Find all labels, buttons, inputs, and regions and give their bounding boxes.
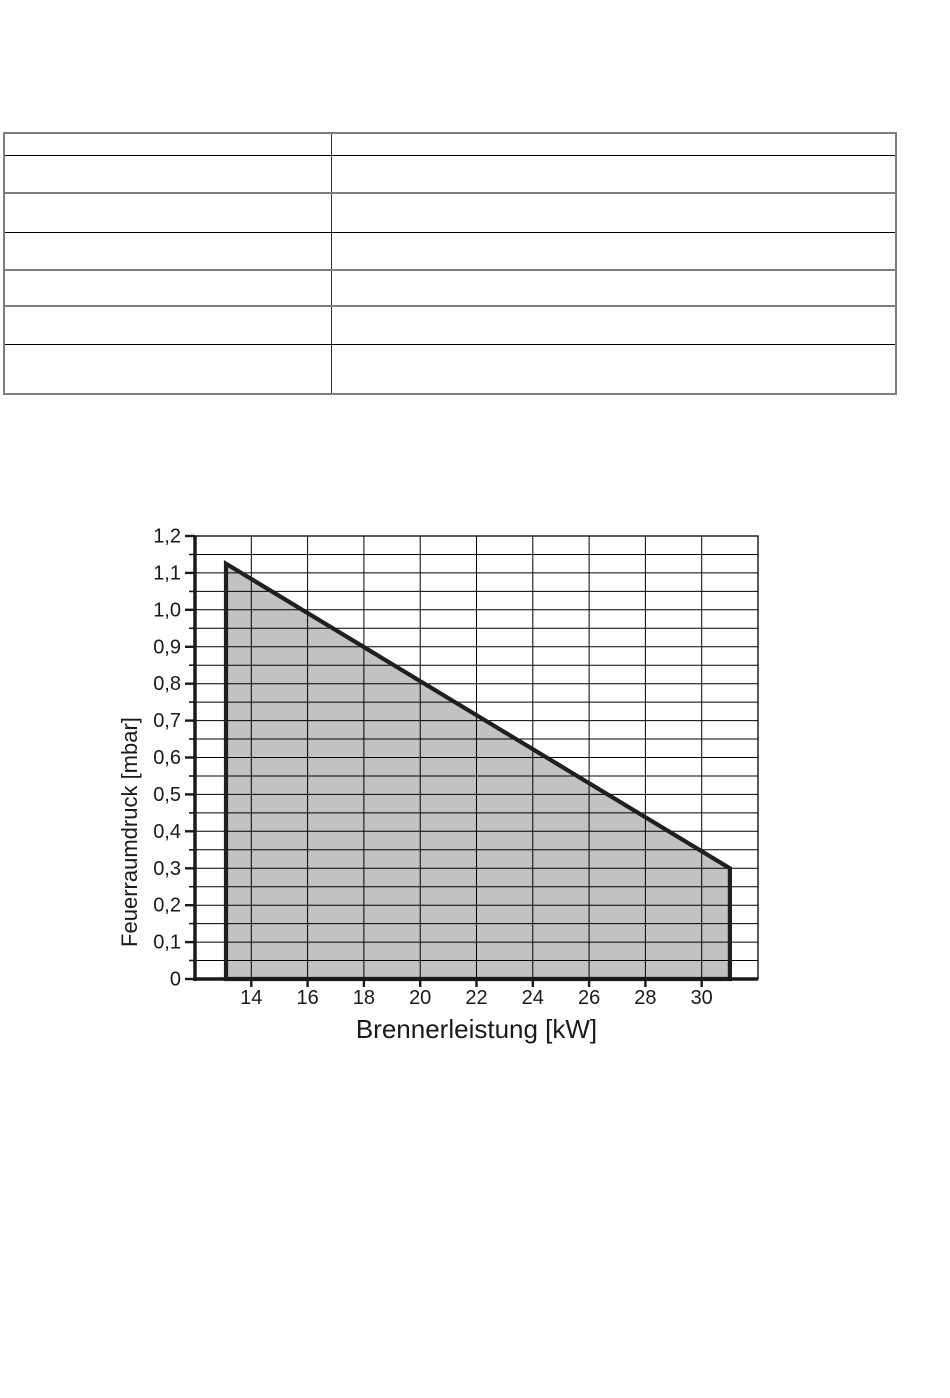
x-tick-label: 22 [465, 987, 487, 1009]
table-row [5, 232, 895, 271]
x-axis-label: Brennerleistung [kW] [355, 1014, 598, 1044]
y-tick-label: 0,9 [153, 636, 181, 658]
table-cell [5, 270, 332, 306]
operating-region-fill [226, 563, 730, 979]
table-row [5, 270, 895, 308]
table-row [5, 194, 895, 233]
y-axis-label: Feuerraumdruck [mbar] [117, 717, 142, 947]
y-tick-label: 0,7 [153, 710, 181, 732]
table-cell [5, 344, 332, 394]
x-tick-label: 26 [578, 987, 600, 1009]
y-tick-label: 0,8 [153, 673, 181, 695]
y-tick-label: 1,0 [153, 599, 181, 621]
table-cell [5, 155, 332, 193]
chart-canvas: 0 0,1 0,2 0,3 0,4 0,5 0,6 0,7 0,8 0,9 1,0 1,1 1,2 14 1… [153, 526, 759, 1009]
y-tick-label: 1,2 [153, 526, 181, 548]
y-tick-label: 1,1 [153, 562, 181, 584]
x-tick-label: 28 [634, 987, 656, 1009]
x-tick-label: 14 [240, 987, 262, 1009]
y-tick-label: 0,5 [153, 784, 181, 806]
table-row [5, 307, 895, 345]
table-cell [5, 194, 332, 232]
x-tick-label: 24 [522, 987, 544, 1009]
table-cell [5, 134, 332, 155]
y-tick-label: 0,1 [153, 932, 181, 954]
y-tick-label: 0,2 [153, 895, 181, 917]
table-row [5, 344, 895, 394]
table-row [5, 134, 895, 156]
table-row [5, 155, 895, 195]
y-tick-label: 0,4 [153, 821, 181, 843]
x-tick-label: 30 [691, 987, 713, 1009]
x-tick-label: 20 [409, 987, 431, 1009]
spec-table [3, 132, 897, 395]
x-tick-label: 16 [296, 987, 318, 1009]
y-tick-label: 0,6 [153, 747, 181, 769]
x-tick-label: 18 [353, 987, 375, 1009]
y-tick-label: 0 [170, 969, 181, 991]
y-tick-label: 0,3 [153, 858, 181, 880]
table-cell [5, 307, 332, 344]
table-cell [5, 232, 332, 269]
